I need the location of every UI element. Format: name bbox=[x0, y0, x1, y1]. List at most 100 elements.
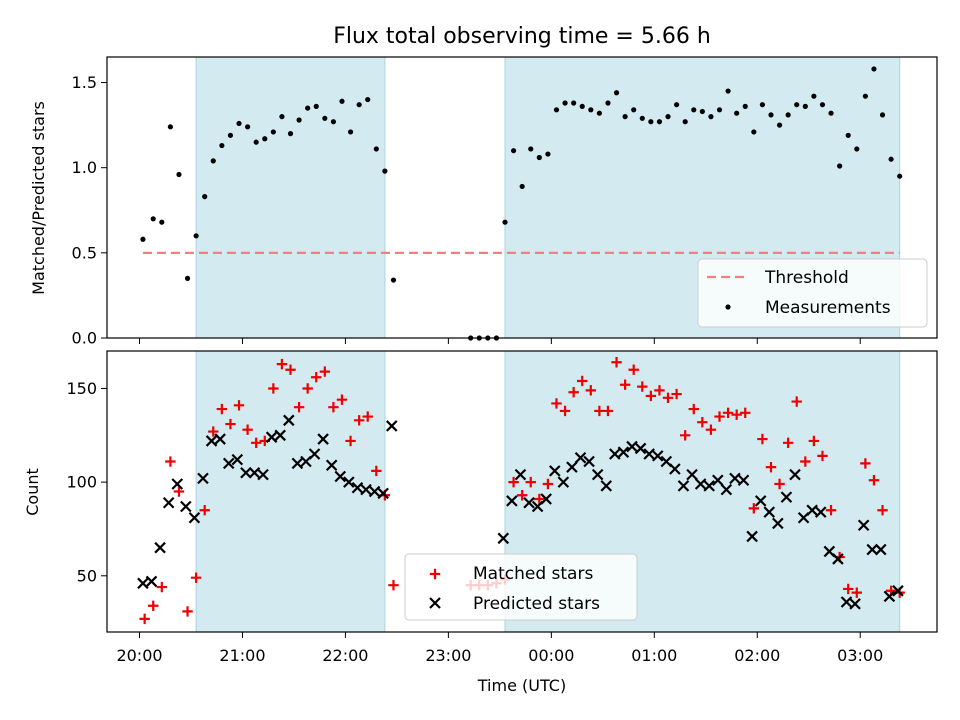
matched-stars-point bbox=[817, 450, 828, 462]
measurements-point bbox=[888, 156, 894, 162]
top-panel-y-axis-label: Matched/Predicted stars bbox=[29, 101, 48, 295]
predicted-stars-point bbox=[523, 496, 535, 509]
matched-stars-point bbox=[860, 458, 871, 469]
measurements-point bbox=[665, 114, 671, 120]
predicted-stars-point bbox=[291, 457, 304, 470]
predicted-stars-point bbox=[677, 480, 690, 492]
matched-stars-point bbox=[851, 587, 862, 598]
top-panel: 0.0 0.5 1.0 1.5 Matched/Predicted stars Thr… bbox=[29, 56, 938, 348]
measurements-point bbox=[245, 124, 251, 130]
measurements-point bbox=[725, 88, 731, 94]
matched-stars-point bbox=[139, 613, 150, 625]
predicted-stars-point bbox=[626, 440, 638, 453]
measurements-point bbox=[811, 93, 817, 99]
matched-stars-point bbox=[628, 364, 639, 375]
predicted-stars-point bbox=[720, 483, 733, 496]
matched-stars-point bbox=[388, 579, 399, 591]
predicted-stars-point bbox=[746, 530, 758, 543]
predicted-stars-point bbox=[308, 448, 321, 460]
matched-stars-point bbox=[731, 409, 742, 420]
predicted-stars-point bbox=[240, 466, 252, 479]
shaded-interval bbox=[195, 350, 386, 633]
measurements-point bbox=[287, 131, 294, 137]
predicted-stars-point bbox=[548, 465, 561, 477]
predicted-stars-point bbox=[162, 496, 175, 509]
predicted-stars-point bbox=[849, 598, 861, 610]
legend-matched-swatch bbox=[429, 568, 441, 580]
predicted-stars-point bbox=[669, 463, 681, 475]
y-tick-label: 1.0 bbox=[72, 158, 97, 177]
matched-stars-point bbox=[559, 405, 571, 417]
measurements-point bbox=[734, 110, 740, 116]
measurements-point bbox=[210, 158, 216, 164]
predicted-stars-point bbox=[772, 517, 784, 530]
bottom-panel-legend: Matched stars Predicted stars bbox=[404, 553, 638, 621]
predicted-stars-point bbox=[591, 468, 604, 481]
matched-stars-point bbox=[602, 405, 614, 417]
measurements-point bbox=[656, 119, 663, 125]
predicted-stars-point bbox=[283, 414, 295, 427]
x-tick-label: 02:00 bbox=[734, 646, 780, 665]
measurements-point bbox=[759, 102, 766, 108]
predicted-stars-point bbox=[257, 468, 269, 481]
x-axis-label: Time (UTC) bbox=[477, 676, 566, 695]
x-tick-label: 00:00 bbox=[528, 646, 574, 665]
measurements-point bbox=[140, 236, 146, 242]
predicted-stars-point bbox=[540, 493, 552, 505]
measurements-point bbox=[596, 110, 602, 116]
matched-stars-point bbox=[156, 581, 168, 593]
y-tick-label: 100 bbox=[66, 473, 97, 492]
matched-stars-point bbox=[345, 435, 356, 447]
predicted-stars-point bbox=[892, 585, 904, 597]
predicted-stars-point bbox=[651, 450, 664, 462]
matched-stars-point bbox=[353, 415, 365, 426]
measurements-point bbox=[253, 139, 259, 145]
measurements-point bbox=[742, 103, 748, 109]
predicted-stars-point bbox=[231, 453, 244, 466]
measurements-point bbox=[605, 100, 611, 106]
matched-stars-point bbox=[722, 407, 734, 419]
measurements-point bbox=[571, 100, 577, 106]
matched-stars-point bbox=[302, 383, 313, 394]
legend-matched-label: Matched stars bbox=[473, 564, 593, 584]
measurements-point bbox=[227, 132, 234, 138]
predicted-stars-point bbox=[832, 553, 844, 565]
matched-stars-point bbox=[328, 402, 339, 413]
measurements-point bbox=[270, 129, 276, 135]
measurements-point bbox=[202, 194, 208, 200]
matched-stars-point bbox=[843, 583, 854, 595]
matched-stars-point bbox=[791, 396, 802, 407]
legend-measurements-swatch bbox=[725, 304, 731, 310]
legend-threshold-label: Threshold bbox=[764, 268, 849, 288]
measurements-point bbox=[562, 100, 568, 106]
matched-stars-point bbox=[242, 424, 253, 435]
matched-stars-point bbox=[551, 398, 562, 409]
matched-stars-point bbox=[276, 358, 288, 370]
matched-stars-point bbox=[311, 372, 322, 383]
predicted-stars-point bbox=[814, 506, 827, 518]
predicted-stars-point bbox=[188, 511, 201, 524]
predicted-stars-point bbox=[617, 446, 630, 458]
matched-stars-point bbox=[371, 465, 382, 477]
measurements-point bbox=[193, 233, 199, 239]
matched-stars-point bbox=[825, 505, 837, 516]
matched-stars-point bbox=[233, 400, 245, 411]
measurements-point bbox=[776, 122, 783, 128]
measurements-point bbox=[691, 107, 697, 113]
measurements-point bbox=[330, 119, 337, 125]
measurements-point bbox=[382, 168, 388, 174]
predicted-stars-point bbox=[171, 478, 184, 490]
predicted-stars-point bbox=[643, 448, 655, 460]
measurements-point bbox=[339, 98, 345, 104]
measurements-point bbox=[279, 114, 285, 120]
y-tick-label: 1.5 bbox=[72, 73, 97, 92]
predicted-stars-point bbox=[368, 485, 381, 498]
measurements-point bbox=[871, 66, 877, 72]
matched-stars-point bbox=[619, 379, 631, 390]
measurements-point bbox=[613, 90, 620, 96]
predicted-stars-point bbox=[737, 474, 750, 487]
measurements-point bbox=[854, 146, 860, 152]
predicted-stars-point bbox=[351, 481, 364, 494]
predicted-stars-point bbox=[506, 495, 518, 507]
predicted-stars-point bbox=[222, 457, 235, 470]
